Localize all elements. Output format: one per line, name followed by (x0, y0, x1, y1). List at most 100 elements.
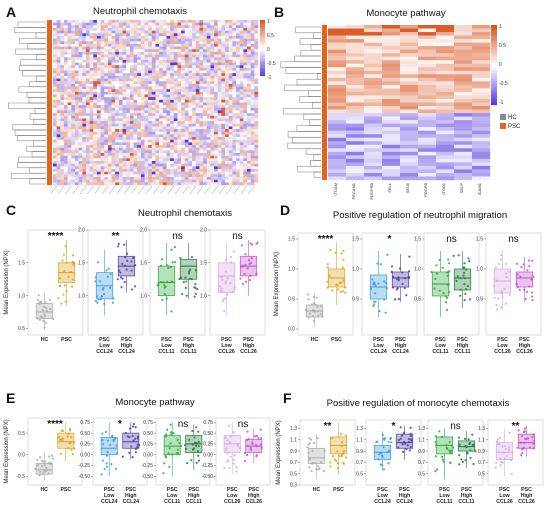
heatmap-b-cell (382, 141, 401, 145)
heatmap-a-cell (170, 46, 174, 50)
heatmap-a-cell (129, 38, 134, 42)
heatmap-a-cell (56, 43, 61, 47)
heatmap-b-cell (364, 172, 383, 177)
significance-label: ** (324, 421, 332, 432)
heatmap-a-cell (144, 62, 149, 66)
heatmap-a-cell (254, 51, 259, 55)
heatmap-a-cell (214, 161, 218, 164)
heatmap-a-cell (228, 94, 233, 98)
heatmap-a-cell (107, 54, 112, 58)
heatmap-a-cell (217, 137, 222, 140)
data-point (197, 440, 200, 444)
heatmap-a-cell (78, 75, 83, 79)
heatmap-a-cell (60, 38, 65, 42)
heatmap-a-cell (53, 126, 57, 130)
heatmap-a-cell (203, 57, 207, 61)
panel-e-title: Monocyte pathway (115, 397, 194, 408)
heatmap-a-cell (111, 137, 116, 140)
heatmap-a-cell (217, 115, 222, 119)
heatmap-b-cell (472, 169, 491, 174)
significance-label: ns (178, 419, 189, 430)
heatmap-b-dendrogram-branch (294, 55, 321, 62)
heatmap-a-cell (221, 166, 226, 170)
heatmap-a-cell (56, 182, 61, 186)
heatmap-a-cell (217, 139, 222, 143)
heatmap-a-cell (188, 81, 193, 85)
heatmap-a-cell (228, 105, 233, 109)
data-point (194, 283, 197, 286)
heatmap-a-cell (151, 150, 156, 154)
heatmap-b-cell (382, 46, 401, 50)
heatmap-a-cell (214, 70, 218, 74)
heatmap-a-cell (184, 33, 189, 37)
heatmap-a-cell (159, 147, 164, 151)
heatmap-a-cell (247, 89, 251, 93)
heatmap-b-cell (472, 172, 491, 177)
panel-d: D Positive regulation of neutrophil migra… (274, 202, 542, 355)
heatmap-a-cell (173, 129, 178, 132)
data-point (244, 280, 247, 283)
heatmap-a-cell (129, 158, 134, 162)
heatmap-a-cell (107, 46, 112, 50)
heatmap-a-cell (56, 78, 61, 82)
heatmap-a-cell (199, 179, 204, 183)
heatmap-a-column-label (50, 185, 57, 195)
heatmap-a-cell (137, 161, 142, 164)
heatmap-a-cell (100, 107, 105, 111)
heatmap-a-cell (111, 121, 116, 124)
heatmap-a-cell (148, 131, 153, 135)
heatmap-a-cell (56, 102, 61, 106)
heatmap-a-cell (115, 126, 120, 130)
data-point (126, 259, 129, 262)
heatmap-a-cell (129, 70, 134, 74)
heatmap-a-cell (250, 110, 255, 114)
heatmap-a-cell (162, 73, 167, 77)
heatmap-a-cell (82, 41, 87, 45)
heatmap-a-cell (192, 137, 196, 140)
heatmap-a-cell (122, 33, 127, 37)
data-point (196, 288, 199, 291)
heatmap-a-cell (60, 35, 65, 39)
heatmap-a-cell (56, 115, 61, 119)
heatmap-a-cell (236, 118, 240, 122)
heatmap-a-scale-step (260, 43, 265, 46)
heatmap-b-cell (418, 141, 437, 145)
heatmap-a-cell (188, 182, 193, 186)
heatmap-a-cell (56, 142, 61, 146)
heatmap-b-cell (418, 46, 437, 50)
heatmap-a-cell (181, 20, 185, 23)
heatmap-a-cell (221, 134, 226, 138)
heatmap-a-cell (162, 113, 167, 117)
data-point (401, 282, 404, 286)
heatmap-a-cell (177, 70, 182, 74)
heatmap-a-scale-step (260, 57, 265, 60)
heatmap-b-cell (382, 84, 401, 89)
y-axis-label: Mean Expression (NPX) (4, 250, 10, 314)
heatmap-a-cell (151, 27, 156, 31)
heatmap-b-cell (472, 35, 491, 40)
heatmap-a-cell (203, 70, 207, 74)
heatmap-b-cell (418, 70, 437, 75)
data-point (97, 298, 100, 301)
heatmap-a-cell (192, 46, 196, 50)
data-point (341, 266, 344, 269)
heatmap-a-cell (151, 147, 156, 151)
heatmap-a-cell (63, 65, 68, 69)
heatmap-a-cell (232, 126, 237, 130)
heatmap-a-cell (243, 179, 248, 183)
heatmap-a-cell (177, 139, 182, 143)
heatmap-a-cell (221, 177, 226, 180)
heatmap-a-cell (129, 73, 134, 77)
heatmap-a-cell (126, 43, 131, 47)
heatmap-a-cell (67, 70, 72, 74)
heatmap-a-cell (225, 75, 229, 79)
heatmap-a-cell (236, 57, 240, 61)
data-point (128, 427, 132, 430)
heatmap-a-cell (243, 83, 248, 87)
y-tick-label: 0.75 (80, 420, 90, 426)
data-point (130, 288, 134, 291)
heatmap-a-cell (166, 121, 171, 124)
heatmap-a-cell (247, 110, 251, 114)
